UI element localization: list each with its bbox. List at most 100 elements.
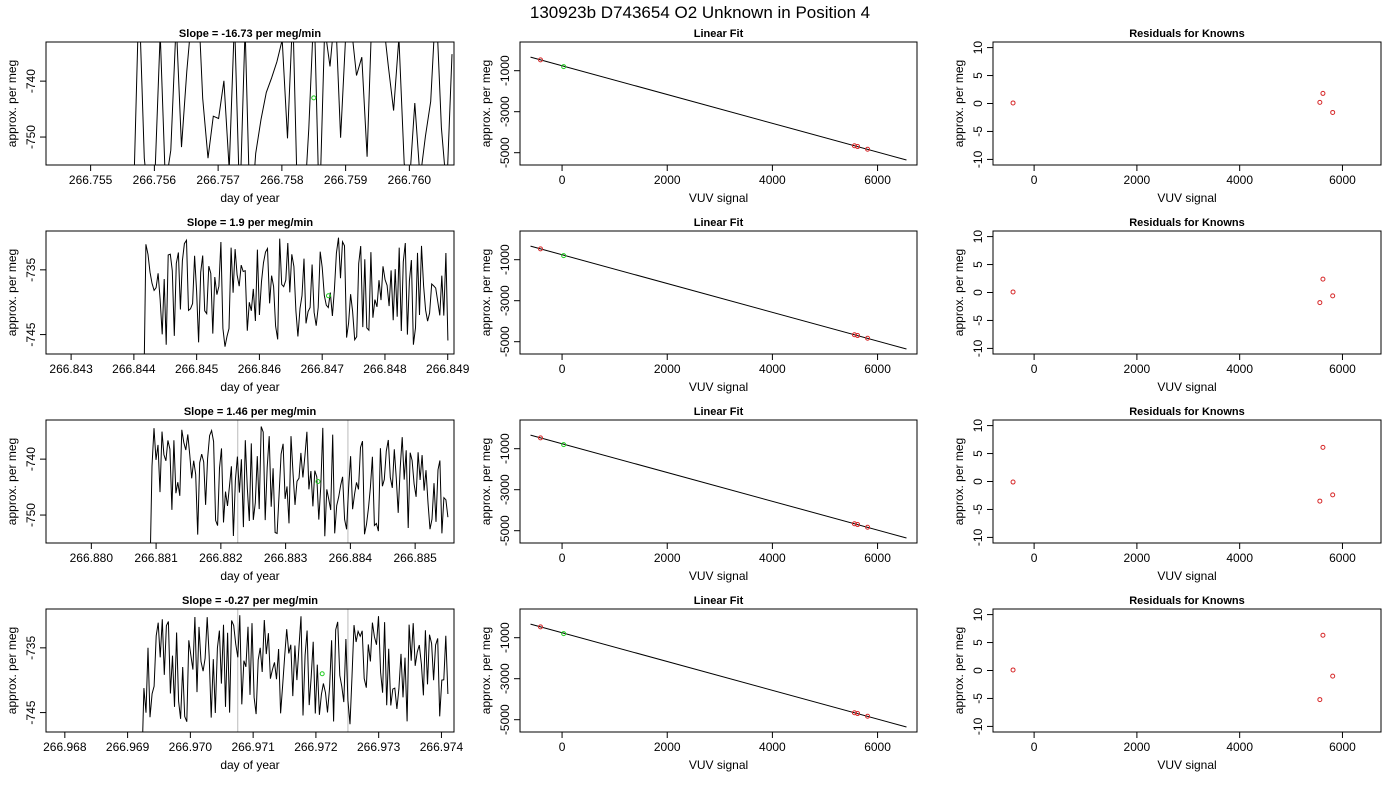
fit-ytick-label: -3000: [498, 663, 512, 694]
residual-point: [1317, 300, 1323, 306]
fit-xtick-label: 4000: [759, 173, 786, 187]
timeseries-frame: [45, 230, 455, 355]
residuals-xlabel: VUV signal: [1157, 569, 1216, 583]
residuals-ytick-label: 10: [971, 608, 985, 622]
residual-point: [1317, 697, 1323, 703]
residuals-xtick-label: 0: [1031, 551, 1038, 565]
residuals-ytick-label: -10: [971, 528, 985, 546]
fit-xtick-label: 2000: [654, 740, 681, 754]
fit-unknown-point: [561, 64, 567, 70]
residuals-ytick-label: -10: [971, 339, 985, 357]
fit-ytick-label: -3000: [498, 96, 512, 127]
residual-point: [1010, 100, 1016, 106]
timeseries-xtick-label: 266.971: [231, 740, 275, 754]
timeseries-xtick-label: 266.849: [426, 362, 470, 376]
timeseries-ytick-label: -745: [24, 700, 38, 724]
fit-known-point: [865, 146, 871, 152]
fit-ylabel: approx. per meg: [479, 249, 493, 336]
fit-xtick-label: 4000: [759, 740, 786, 754]
residuals-xtick-label: 2000: [1124, 173, 1151, 187]
timeseries-xtick-label: 266.974: [420, 740, 464, 754]
fit-line: [530, 56, 907, 161]
timeseries-xtick-label: 266.844: [112, 362, 156, 376]
residuals-xtick-label: 4000: [1226, 740, 1253, 754]
fit-title: Linear Fit: [694, 595, 744, 607]
residuals-frame: [992, 419, 1382, 544]
fit-known-point: [538, 246, 544, 252]
fit-line: [530, 434, 907, 539]
residuals-xtick-label: 6000: [1329, 740, 1356, 754]
timeseries-unknown-point: [325, 293, 331, 299]
timeseries-xlabel: day of year: [220, 569, 279, 583]
timeseries-frame: [45, 419, 455, 544]
fit-known-point: [538, 435, 544, 441]
fit-title: Linear Fit: [694, 406, 744, 418]
timeseries-xtick-label: 266.759: [324, 173, 368, 187]
fit-xtick-label: 0: [559, 551, 566, 565]
timeseries-panel-1: 266.755 266.756 266.757 266.758 266.759 266.7…: [5, 28, 455, 205]
timeseries-panel-2: 266.843 266.844 266.845 266.846 266.847 266.8…: [5, 217, 470, 394]
fit-known-point: [538, 57, 544, 63]
fit-xtick-label: 6000: [864, 362, 891, 376]
residuals-xtick-label: 4000: [1226, 362, 1253, 376]
residual-point: [1330, 492, 1336, 498]
timeseries-frame: [45, 41, 455, 166]
timeseries-xtick-label: 266.970: [169, 740, 213, 754]
fit-xtick-label: 0: [559, 362, 566, 376]
fit-frame: [519, 41, 918, 166]
residuals-ytick-label: -10: [971, 717, 985, 735]
residuals-ylabel: approx. per meg: [952, 438, 966, 525]
residual-point: [1330, 293, 1336, 299]
timeseries-trace: [133, 42, 453, 165]
timeseries-xtick-label: 266.843: [49, 362, 93, 376]
residual-point: [1320, 90, 1326, 96]
residuals-xtick-label: 2000: [1124, 740, 1151, 754]
residuals-ylabel: approx. per meg: [952, 249, 966, 336]
residual-point: [1010, 667, 1016, 673]
timeseries-ytick-label: -740: [24, 69, 38, 93]
fit-xtick-label: 0: [559, 173, 566, 187]
fit-ytick-label: -3000: [498, 285, 512, 316]
figure-title: 130923b D743654 O2 Unknown in Position 4: [530, 3, 870, 22]
residuals-xtick-label: 2000: [1124, 551, 1151, 565]
fit-xtick-label: 6000: [864, 173, 891, 187]
timeseries-trace: [142, 615, 449, 732]
residuals-panel-1: 0 2000 4000 6000 10 5 0 -5 -10 VUV signal approx. …: [952, 28, 1382, 205]
timeseries-ytick-label: -740: [24, 447, 38, 471]
residuals-title: Residuals for Knowns: [1129, 217, 1245, 229]
residuals-title: Residuals for Knowns: [1129, 28, 1245, 40]
fit-frame: [519, 230, 918, 355]
fit-line: [530, 245, 907, 350]
residual-point: [1317, 498, 1323, 504]
fit-known-point: [538, 624, 544, 630]
residuals-xtick-label: 6000: [1329, 551, 1356, 565]
fit-xtick-label: 4000: [759, 551, 786, 565]
residuals-xtick-label: 6000: [1329, 362, 1356, 376]
fit-xtick-label: 6000: [864, 740, 891, 754]
timeseries-title: Slope = 1.9 per meg/min: [187, 217, 314, 229]
timeseries-xtick-label: 266.882: [199, 551, 243, 565]
residuals-title: Residuals for Knowns: [1129, 595, 1245, 607]
timeseries-unknown-point: [315, 479, 321, 484]
fit-known-point: [865, 713, 871, 719]
fit-ytick-label: -1000: [498, 55, 512, 86]
fit-known-point: [855, 522, 861, 528]
residuals-xtick-label: 2000: [1124, 362, 1151, 376]
timeseries-ylabel: approx. per meg: [5, 438, 19, 525]
fit-frame: [519, 419, 918, 544]
timeseries-xtick-label: 266.973: [357, 740, 401, 754]
fit-ytick-label: -5000: [498, 704, 512, 735]
residuals-panel-4: 0 2000 4000 6000 10 5 0 -5 -10 VUV signal approx. …: [952, 595, 1382, 772]
timeseries-unknown-point: [311, 95, 317, 101]
fit-frame: [519, 608, 918, 733]
residuals-ytick-label: 0: [971, 667, 985, 674]
timeseries-xtick-label: 266.883: [264, 551, 308, 565]
timeseries-ytick-label: -750: [24, 503, 38, 527]
fit-xtick-label: 0: [559, 740, 566, 754]
timeseries-ytick-label: -735: [24, 636, 38, 660]
timeseries-ylabel: approx. per meg: [5, 249, 19, 336]
fit-xlabel: VUV signal: [689, 191, 748, 205]
fit-ytick-label: -5000: [498, 515, 512, 546]
fit-xlabel: VUV signal: [689, 569, 748, 583]
